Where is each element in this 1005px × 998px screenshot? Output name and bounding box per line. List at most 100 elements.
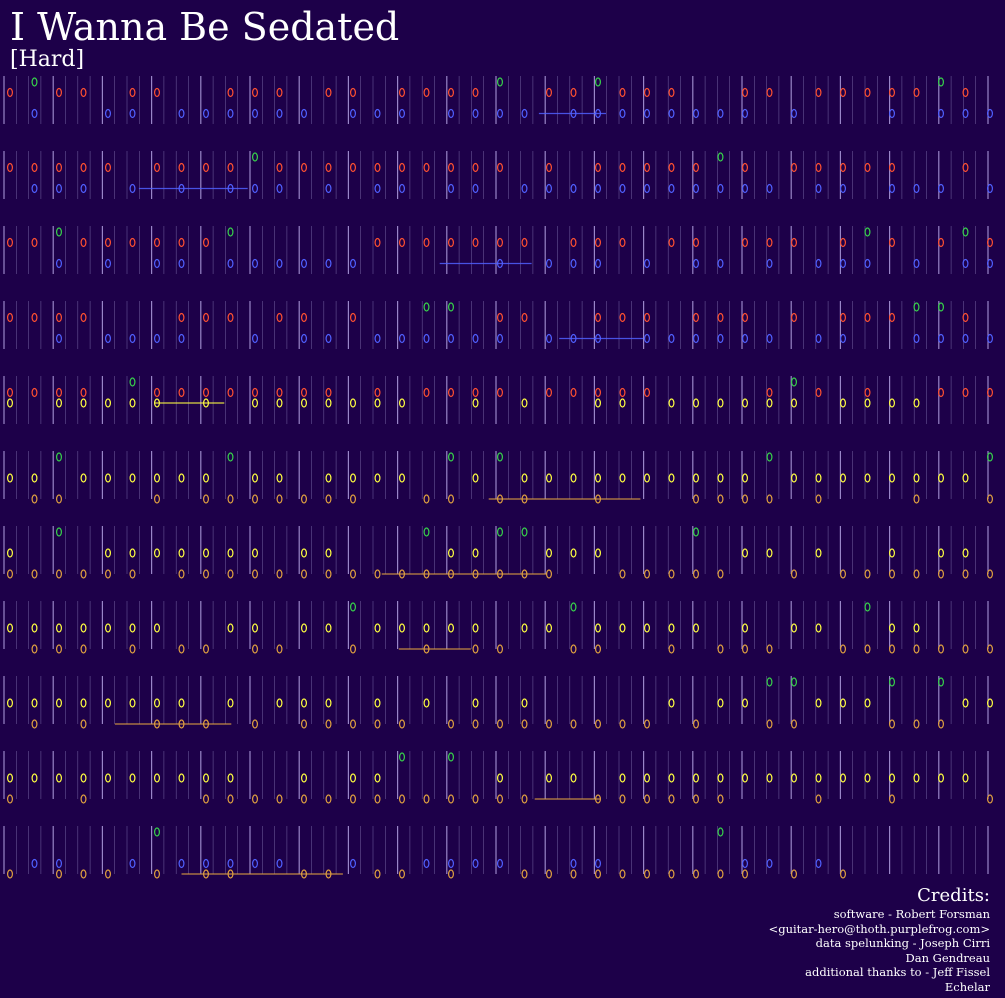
note bbox=[227, 227, 234, 237]
credit-line: data spelunking - Joseph Cirri bbox=[815, 936, 990, 950]
note bbox=[864, 602, 871, 612]
note bbox=[227, 108, 234, 119]
note bbox=[692, 869, 699, 879]
note bbox=[815, 698, 822, 708]
note bbox=[717, 773, 724, 783]
note bbox=[350, 108, 357, 119]
note bbox=[521, 698, 528, 708]
note bbox=[31, 858, 38, 869]
note bbox=[203, 237, 210, 248]
note bbox=[276, 794, 283, 804]
note bbox=[864, 698, 871, 708]
note bbox=[692, 312, 699, 323]
note bbox=[325, 548, 332, 558]
note bbox=[497, 719, 504, 729]
note bbox=[203, 773, 210, 783]
note bbox=[129, 398, 136, 408]
note bbox=[545, 162, 552, 173]
note bbox=[643, 794, 650, 804]
note bbox=[301, 698, 308, 708]
note bbox=[129, 237, 136, 248]
note bbox=[668, 398, 675, 408]
note bbox=[252, 183, 259, 194]
note bbox=[619, 87, 626, 98]
note bbox=[423, 794, 430, 804]
note bbox=[276, 387, 283, 398]
note bbox=[619, 719, 626, 729]
note bbox=[178, 698, 185, 708]
note bbox=[619, 183, 626, 194]
note bbox=[570, 548, 577, 558]
note bbox=[937, 333, 944, 344]
note bbox=[423, 87, 430, 98]
note bbox=[790, 677, 797, 687]
note bbox=[643, 773, 650, 783]
note bbox=[178, 333, 185, 344]
note bbox=[643, 869, 650, 879]
note bbox=[815, 548, 822, 558]
note bbox=[31, 473, 38, 483]
note bbox=[178, 312, 185, 323]
note bbox=[619, 623, 626, 633]
note bbox=[839, 333, 846, 344]
note bbox=[80, 569, 87, 579]
note bbox=[129, 623, 136, 633]
note bbox=[717, 183, 724, 194]
note bbox=[570, 858, 577, 869]
staff-row bbox=[3, 301, 993, 349]
note bbox=[31, 698, 38, 708]
note bbox=[423, 527, 430, 537]
note bbox=[619, 398, 626, 408]
note bbox=[154, 494, 161, 504]
note bbox=[790, 623, 797, 633]
note bbox=[301, 398, 308, 408]
note bbox=[497, 527, 504, 537]
note bbox=[178, 644, 185, 654]
note bbox=[448, 302, 455, 312]
note bbox=[252, 333, 259, 344]
note bbox=[252, 494, 259, 504]
note bbox=[741, 548, 748, 558]
note bbox=[129, 644, 136, 654]
note bbox=[937, 237, 944, 248]
note bbox=[6, 569, 14, 579]
note bbox=[472, 387, 479, 398]
note bbox=[962, 387, 969, 398]
note bbox=[104, 108, 111, 119]
note bbox=[129, 698, 136, 708]
note bbox=[80, 87, 87, 98]
note bbox=[594, 258, 601, 269]
note bbox=[790, 569, 797, 579]
staff-row bbox=[3, 826, 989, 879]
note bbox=[252, 569, 259, 579]
note bbox=[692, 333, 699, 344]
note bbox=[668, 473, 675, 483]
note bbox=[227, 858, 234, 869]
note bbox=[741, 398, 748, 408]
note bbox=[31, 387, 38, 398]
credit-line: <guitar-hero@thoth.purplefrog.com> bbox=[768, 921, 990, 936]
note bbox=[570, 237, 577, 248]
note bbox=[448, 623, 455, 633]
note bbox=[692, 398, 699, 408]
note bbox=[937, 183, 944, 194]
credit-line: Echelar bbox=[944, 979, 990, 994]
note bbox=[521, 794, 528, 804]
note bbox=[276, 312, 283, 323]
note bbox=[129, 773, 136, 783]
note bbox=[350, 162, 357, 173]
note bbox=[80, 473, 87, 483]
note bbox=[6, 312, 14, 323]
note bbox=[545, 387, 552, 398]
note bbox=[619, 569, 626, 579]
note bbox=[790, 162, 797, 173]
note bbox=[741, 698, 748, 708]
note bbox=[325, 183, 332, 194]
note bbox=[472, 237, 479, 248]
note bbox=[815, 333, 822, 344]
note bbox=[643, 719, 650, 729]
note bbox=[717, 398, 724, 408]
note bbox=[668, 569, 675, 579]
note bbox=[643, 258, 650, 269]
note bbox=[986, 644, 993, 654]
